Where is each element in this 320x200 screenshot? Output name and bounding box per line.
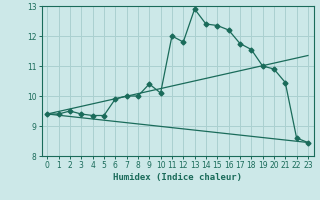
X-axis label: Humidex (Indice chaleur): Humidex (Indice chaleur) (113, 173, 242, 182)
